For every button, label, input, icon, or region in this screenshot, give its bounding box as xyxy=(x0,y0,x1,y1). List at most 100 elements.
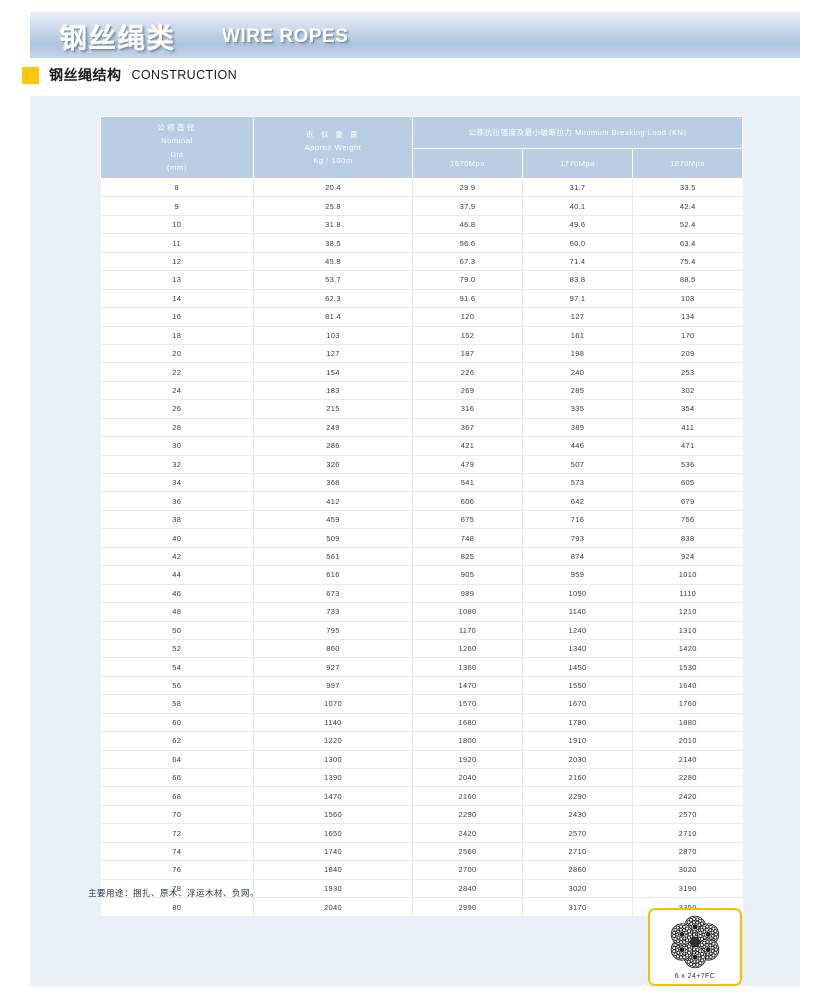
cell-nominal-dia: 30 xyxy=(100,436,254,456)
cell-approx-weight: 249 xyxy=(253,418,413,438)
cell-breaking-load: 1800 xyxy=(412,731,523,751)
table-row: 11 38.5 56.6 60.0 63.4 xyxy=(100,233,743,253)
cell-approx-weight: 2040 xyxy=(253,897,413,916)
table-row: 76 1840 2700 2860 3020 xyxy=(100,860,743,880)
cell-breaking-load: 2420 xyxy=(412,823,523,843)
cell-nominal-dia: 46 xyxy=(100,584,254,604)
table-row: 44 616 905 959 1010 xyxy=(100,565,743,585)
cell-breaking-load: 3020 xyxy=(632,860,743,880)
cell-approx-weight: 1070 xyxy=(253,694,413,714)
cell-approx-weight: 1140 xyxy=(253,713,413,733)
cell-nominal-dia: 16 xyxy=(100,307,254,327)
cell-breaking-load: 187 xyxy=(412,344,523,364)
cell-breaking-load: 3020 xyxy=(522,879,633,899)
cell-breaking-load: 1640 xyxy=(632,676,743,696)
cell-breaking-load: 905 xyxy=(412,565,523,585)
cell-approx-weight: 62.3 xyxy=(253,289,413,309)
cell-breaking-load: 1760 xyxy=(632,694,743,714)
cell-nominal-dia: 72 xyxy=(100,823,254,843)
cell-breaking-load: 253 xyxy=(632,362,743,382)
cell-nominal-dia: 78 xyxy=(100,879,254,899)
cell-nominal-dia: 9 xyxy=(100,196,254,216)
cell-breaking-load: 1310 xyxy=(632,621,743,640)
cell-breaking-load: 56.6 xyxy=(412,233,523,253)
table-row: 60 1140 1680 1780 1880 xyxy=(100,713,743,733)
table-row: 46 673 989 1050 1110 xyxy=(100,584,743,604)
cell-approx-weight: 412 xyxy=(253,491,413,511)
cell-breaking-load: 52.4 xyxy=(632,215,743,235)
cell-breaking-load: 1920 xyxy=(412,750,523,770)
rope-construction-diagram: 6 x 24+7FC xyxy=(648,908,742,986)
cell-breaking-load: 421 xyxy=(412,436,523,456)
table-row: 66 1390 2040 2160 2280 xyxy=(100,768,743,788)
cell-breaking-load: 354 xyxy=(632,399,743,419)
cell-nominal-dia: 50 xyxy=(100,621,254,640)
cell-breaking-load: 389 xyxy=(522,418,633,438)
cell-nominal-dia: 80 xyxy=(100,897,254,916)
square-bullet-icon xyxy=(22,66,39,84)
cell-breaking-load: 1910 xyxy=(522,731,633,751)
cell-breaking-load: 1470 xyxy=(412,676,523,696)
cell-breaking-load: 97.1 xyxy=(522,289,633,309)
cell-breaking-load: 605 xyxy=(632,473,743,493)
table-row: 24 183 269 285 302 xyxy=(100,381,743,401)
section-title-en: CONSTRUCTION xyxy=(131,68,237,82)
cell-nominal-dia: 76 xyxy=(100,860,254,880)
cell-breaking-load: 170 xyxy=(632,326,743,345)
cell-breaking-load: 479 xyxy=(412,455,523,475)
cell-breaking-load: 88.5 xyxy=(632,270,743,290)
table-row: 52 860 1260 1340 1420 xyxy=(100,639,743,659)
cell-breaking-load: 675 xyxy=(412,510,523,530)
table-row: 10 31.8 46.8 49.6 52.4 xyxy=(100,215,743,235)
cell-breaking-load: 989 xyxy=(412,584,523,604)
header-dia-cn: 公称直径 xyxy=(157,123,197,133)
cell-nominal-dia: 32 xyxy=(100,455,254,475)
cell-breaking-load: 536 xyxy=(632,455,743,475)
header-breaking-load-group: 公称抗拉强度及最小破断拉力 Minimum Breaking Load (KN) xyxy=(412,116,743,149)
cell-approx-weight: 154 xyxy=(253,362,413,382)
table-row: 802040299031703350 xyxy=(100,897,743,916)
cell-nominal-dia: 20 xyxy=(100,344,254,364)
cell-breaking-load: 679 xyxy=(632,491,743,511)
cell-breaking-load: 134 xyxy=(632,307,743,327)
cell-breaking-load: 2140 xyxy=(632,750,743,770)
table-row: 20 127 187 198 209 xyxy=(100,344,743,364)
cell-breaking-load: 2010 xyxy=(632,731,743,751)
rope-construction-label: 6 x 24+7FC xyxy=(674,973,716,980)
cell-breaking-load: 2160 xyxy=(522,768,633,788)
cell-approx-weight: 1390 xyxy=(253,768,413,788)
table-row: 13 53.7 79.0 83.8 88.5 xyxy=(100,270,743,290)
cell-breaking-load: 1360 xyxy=(412,657,523,677)
cell-nominal-dia: 10 xyxy=(100,215,254,235)
cell-approx-weight: 795 xyxy=(253,621,413,640)
cell-breaking-load: 2420 xyxy=(632,786,743,806)
cell-breaking-load: 1240 xyxy=(522,621,633,640)
table-row: 40 509 748 793 838 xyxy=(100,528,743,548)
wire-rope-spec-table: 公称直径 Nominal Dia (mm) 近 似 重 量 Approx Wei… xyxy=(100,116,743,916)
rope-cross-section-icon xyxy=(670,915,720,969)
table-row: 74 1740 2560 2710 2870 xyxy=(100,842,743,862)
table-row: 48 733 1080 1140 1210 xyxy=(100,602,743,622)
cell-breaking-load: 240 xyxy=(522,362,633,382)
table-row: 78 1930 2840 3020 3190 xyxy=(100,879,743,899)
cell-breaking-load: 1340 xyxy=(522,639,633,659)
cell-breaking-load: 285 xyxy=(522,381,633,401)
cell-breaking-load: 1530 xyxy=(632,657,743,677)
cell-breaking-load: 471 xyxy=(632,436,743,456)
cell-approx-weight: 1220 xyxy=(253,731,413,751)
cell-breaking-load: 33.5 xyxy=(632,178,743,198)
cell-breaking-load: 2430 xyxy=(522,805,633,825)
table-row: 50 795 1170 1240 1310 xyxy=(100,621,743,640)
cell-breaking-load: 67.3 xyxy=(412,252,523,272)
table-row: 56 997 1470 1550 1640 xyxy=(100,676,743,696)
cell-nominal-dia: 40 xyxy=(100,528,254,548)
cell-approx-weight: 1840 xyxy=(253,860,413,880)
cell-nominal-dia: 64 xyxy=(100,750,254,770)
cell-breaking-load: 226 xyxy=(412,362,523,382)
table-row: 42 561 825 874 924 xyxy=(100,547,743,567)
cell-breaking-load: 198 xyxy=(522,344,633,364)
cell-approx-weight: 733 xyxy=(253,602,413,622)
cell-breaking-load: 367 xyxy=(412,418,523,438)
cell-approx-weight: 616 xyxy=(253,565,413,585)
cell-breaking-load: 46.8 xyxy=(412,215,523,235)
